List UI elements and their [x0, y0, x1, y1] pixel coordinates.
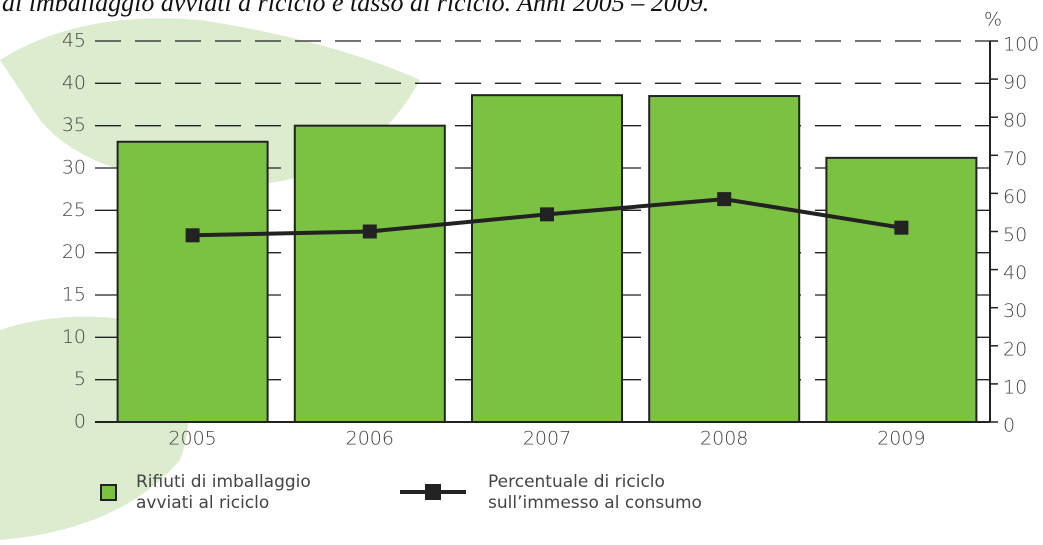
legend-swatch: [400, 484, 466, 500]
y-tick-label: 35: [62, 114, 86, 136]
x-tick-label: 2008: [700, 428, 748, 450]
y2-axis-label: %: [984, 9, 1002, 31]
y-tick-label: 15: [62, 284, 86, 306]
x-tick-label: 2005: [168, 428, 216, 450]
y2-tick-label: 0: [1003, 415, 1015, 437]
y-tick-label: 0: [74, 411, 86, 433]
chart-title: di imballaggio avviati a riciclo e tasso…: [2, 0, 710, 17]
y-tick-label: 20: [62, 241, 86, 263]
y2-tick-label: 10: [1003, 376, 1027, 398]
y2-tick-label: 80: [1003, 110, 1027, 132]
y2-tick-label: 100: [1003, 34, 1039, 56]
legend-swatch: [100, 484, 117, 501]
bar: [648, 95, 801, 424]
legend-label: Rifiuti di imballaggio avviati al ricicl…: [136, 472, 311, 513]
x-tick-label: 2007: [523, 428, 571, 450]
marker: [185, 228, 200, 243]
y2-tick-label: 30: [1003, 300, 1027, 322]
bar: [116, 140, 269, 423]
marker: [894, 220, 909, 235]
y-tick-label: 30: [62, 157, 86, 179]
marker: [362, 224, 377, 239]
y2-tick-label: 20: [1003, 338, 1027, 360]
y-tick-label: 45: [62, 30, 86, 52]
y2-tick-label: 40: [1003, 262, 1027, 284]
y2-tick-label: 50: [1003, 224, 1027, 246]
y-tick-label: 5: [74, 368, 86, 390]
x-tick-label: 2006: [346, 428, 394, 450]
bar: [471, 94, 623, 423]
marker: [540, 207, 554, 222]
x-tick-label: 2009: [877, 428, 925, 450]
y2-tick-label: 70: [1003, 148, 1027, 170]
bar: [825, 156, 978, 423]
y2-tick-label: 60: [1003, 186, 1027, 208]
marker: [717, 192, 732, 207]
y-tick-label: 10: [62, 326, 86, 348]
bar: [293, 124, 446, 424]
y-tick-label: 40: [62, 72, 86, 94]
legend-label: Percentuale di riciclo sull’immesso al c…: [488, 472, 702, 513]
y2-tick-label: 90: [1003, 72, 1027, 94]
y-tick-label: 25: [62, 199, 86, 221]
